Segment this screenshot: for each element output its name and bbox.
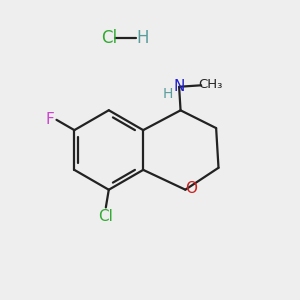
Text: Cl: Cl: [98, 209, 113, 224]
Text: F: F: [46, 112, 54, 127]
Text: H: H: [163, 87, 173, 101]
Text: O: O: [184, 181, 196, 196]
Text: N: N: [173, 79, 185, 94]
Text: H: H: [136, 28, 148, 46]
Text: Cl: Cl: [101, 28, 117, 46]
Text: CH₃: CH₃: [198, 78, 222, 91]
